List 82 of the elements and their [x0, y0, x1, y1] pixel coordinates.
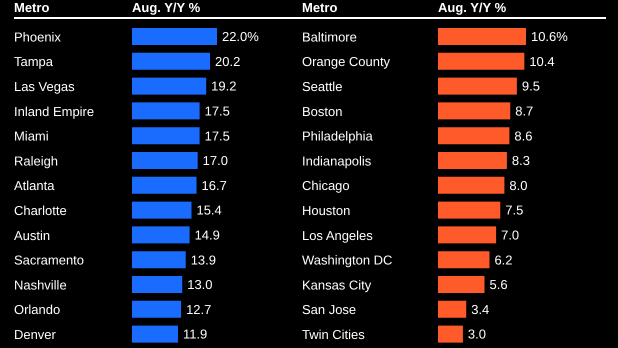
y-tick-label: Los Angeles	[302, 228, 374, 243]
y-tick-label: Las Vegas	[14, 79, 76, 94]
data-label: 17.0	[202, 153, 228, 168]
bar	[132, 152, 198, 169]
bar	[438, 28, 526, 45]
bar	[438, 152, 507, 169]
y-tick-label: San Jose	[302, 302, 356, 318]
data-label: 11.9	[182, 326, 208, 342]
bar	[438, 251, 490, 268]
data-label: 5.6	[489, 277, 508, 292]
bar	[132, 326, 178, 343]
x-axis-title: Aug. Y/Y %	[132, 0, 200, 15]
bar	[132, 202, 192, 219]
y-tick-label: Kansas City	[302, 277, 372, 292]
bar	[438, 52, 524, 70]
data-label: 22.0%	[222, 29, 260, 44]
data-label: 13.9	[190, 252, 216, 268]
y-tick-label: Inland Empire	[14, 104, 94, 119]
y-tick-label: Raleigh	[14, 153, 58, 168]
y-tick-label: Philadelphia	[302, 128, 374, 144]
data-label: 7.5	[505, 202, 524, 218]
y-tick-label: Orange County	[302, 54, 391, 70]
data-label: 9.5	[522, 78, 540, 94]
bar	[438, 102, 510, 120]
y-tick-label: Tampa	[14, 54, 54, 70]
y-tick-label: Austin	[14, 228, 50, 243]
data-label: 14.9	[194, 228, 220, 243]
bar	[132, 28, 217, 45]
data-label: 7.0	[501, 228, 520, 243]
data-label: 3.0	[468, 326, 486, 342]
bar	[438, 226, 496, 244]
data-label: 6.2	[494, 252, 513, 268]
bar	[438, 78, 517, 95]
data-label: 3.4	[471, 302, 490, 317]
data-label: 8.6	[514, 128, 532, 144]
y-tick-label: Charlotte	[14, 202, 67, 218]
data-label: 8.3	[512, 153, 530, 168]
data-label: 12.7	[186, 302, 212, 317]
y-tick-label: Phoenix	[14, 29, 62, 44]
y-tick-label: Seattle	[302, 79, 342, 94]
bar	[132, 176, 197, 194]
data-label: 20.2	[215, 54, 240, 69]
bar	[132, 300, 182, 318]
y-tick-label: Atlanta	[14, 178, 56, 194]
bar	[132, 251, 186, 268]
data-label: 8.7	[515, 104, 534, 119]
y-tick-label: Denver	[14, 326, 57, 342]
bar	[438, 127, 510, 144]
bar	[438, 300, 466, 318]
data-label: 19.2	[211, 78, 236, 94]
y-tick-label: Baltimore	[302, 29, 357, 44]
data-label: 10.6%	[531, 29, 568, 44]
bar	[438, 176, 504, 194]
y-tick-label: Boston	[302, 104, 342, 119]
bar	[132, 52, 210, 70]
y-tick-label: Chicago	[302, 178, 350, 194]
data-label: 16.7	[202, 178, 227, 193]
y-axis-title: Metro	[14, 0, 50, 15]
bar	[438, 326, 463, 343]
y-tick-label: Orlando	[14, 302, 60, 318]
x-axis-title: Aug. Y/Y %	[438, 0, 506, 15]
y-tick-label: Houston	[302, 202, 350, 218]
bar	[438, 276, 484, 293]
data-label: 15.4	[196, 202, 222, 218]
y-tick-label: Twin Cities	[302, 326, 366, 342]
y-tick-label: Indianapolis	[302, 153, 372, 168]
data-label: 13.0	[187, 277, 213, 292]
data-label: 10.4	[529, 54, 555, 69]
bar	[132, 127, 200, 144]
data-label: 17.5	[204, 104, 230, 119]
y-tick-label: Nashville	[14, 277, 67, 292]
y-tick-label: Washington DC	[302, 252, 392, 268]
data-label: 17.5	[204, 128, 230, 144]
y-tick-label: Miami	[14, 128, 49, 144]
bar	[132, 102, 200, 120]
data-label: 8.0	[509, 178, 528, 193]
y-tick-label: Sacramento	[14, 252, 84, 268]
bar	[132, 276, 182, 293]
bar	[132, 78, 206, 95]
bar	[132, 226, 190, 244]
bar	[438, 202, 500, 219]
y-axis-title: Metro	[302, 0, 338, 15]
